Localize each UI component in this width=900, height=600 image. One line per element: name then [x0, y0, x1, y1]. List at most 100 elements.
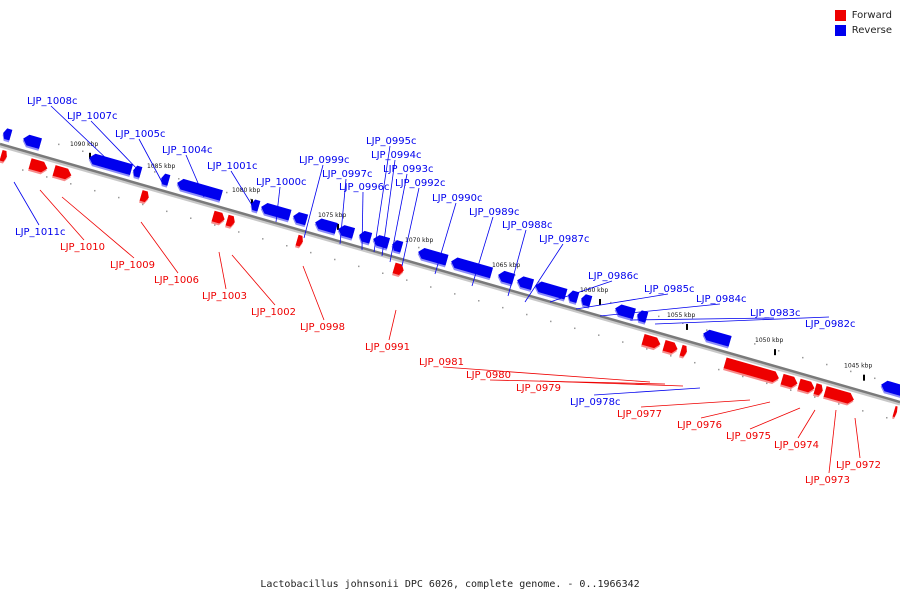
- gene-label[interactable]: LJP_1010: [60, 242, 105, 253]
- gene-leader-line: [381, 159, 396, 257]
- gene-leader-line: [39, 189, 85, 241]
- gene-label[interactable]: LJP_0972: [836, 460, 881, 471]
- reverse-gene-block: [337, 225, 356, 241]
- track-dot: [514, 274, 516, 276]
- gene-label[interactable]: LJP_0974: [774, 440, 819, 451]
- reverse-gene-block: [567, 290, 580, 305]
- track-dot: [622, 341, 624, 343]
- scale-tick-label: 1065 kbp: [492, 262, 520, 269]
- gene-label[interactable]: LJP_0994c: [371, 150, 422, 161]
- gene-label[interactable]: LJP_1005c: [115, 129, 166, 140]
- gene-label[interactable]: LJP_0984c: [696, 294, 747, 305]
- legend: Forward Reverse: [834, 8, 892, 38]
- gene-label[interactable]: LJP_0989c: [469, 207, 520, 218]
- track-dot: [250, 198, 252, 201]
- scale-tick-label: 1055 kbp: [667, 312, 695, 319]
- gene-label[interactable]: LJP_1003: [202, 291, 247, 302]
- track-dot: [790, 389, 792, 391]
- gene-label[interactable]: LJP_0992c: [395, 178, 446, 189]
- reverse-gene-block: [176, 178, 223, 203]
- forward-gene-block: [679, 344, 687, 359]
- gene-label[interactable]: LJP_0975: [726, 431, 771, 442]
- gene-label[interactable]: LJP_0978c: [570, 397, 621, 408]
- gene-label[interactable]: LJP_0983c: [750, 308, 801, 319]
- gene-label[interactable]: LJP_0991: [365, 342, 410, 353]
- gene-leader-line: [593, 387, 701, 396]
- reverse-gene-block: [614, 304, 636, 322]
- gene-leader-line: [401, 187, 420, 267]
- scale-tick-label: 1070 kbp: [405, 237, 433, 244]
- reverse-gene-block: [391, 240, 404, 255]
- gene-label[interactable]: LJP_0990c: [432, 193, 483, 204]
- gene-leader-line: [640, 399, 751, 408]
- track-dot: [610, 301, 612, 304]
- forward-gene-block: [641, 333, 661, 351]
- track-dot: [406, 279, 408, 281]
- gene-leader-line: [50, 105, 111, 163]
- gene-label[interactable]: LJP_0988c: [502, 220, 553, 231]
- gene-label[interactable]: LJP_1009: [110, 260, 155, 271]
- gene-label[interactable]: LJP_0979: [516, 383, 561, 394]
- gene-label[interactable]: LJP_0998: [300, 322, 345, 333]
- gene-label[interactable]: LJP_0981: [419, 357, 464, 368]
- track-dot: [454, 293, 456, 295]
- reverse-gene-block: [880, 380, 900, 398]
- gene-label[interactable]: LJP_1011c: [15, 227, 66, 238]
- gene-leader-line: [442, 366, 651, 383]
- legend-forward: Forward: [834, 8, 892, 23]
- track-dot: [778, 350, 780, 352]
- gene-label[interactable]: LJP_1001c: [207, 161, 258, 172]
- track-dot: [862, 410, 864, 412]
- forward-gene-block: [295, 234, 303, 249]
- gene-label[interactable]: LJP_0993c: [383, 164, 434, 175]
- track-dot: [46, 176, 48, 178]
- track-dot: [70, 183, 72, 185]
- track-dot: [814, 396, 816, 398]
- gene-leader-line: [361, 191, 364, 251]
- reverse-gene-block: [417, 248, 449, 268]
- gene-label[interactable]: LJP_0997c: [322, 169, 373, 180]
- gene-label[interactable]: LJP_0996c: [339, 182, 390, 193]
- track-dot: [358, 265, 360, 268]
- forward-gene-block: [211, 210, 225, 226]
- gene-leader-line: [303, 164, 324, 239]
- gene-label[interactable]: LJP_1004c: [162, 145, 213, 156]
- forward-gene-block: [52, 165, 72, 182]
- forward-gene-block: [139, 190, 149, 205]
- gene-label[interactable]: LJP_1000c: [256, 177, 307, 188]
- gene-leader-line: [599, 303, 721, 317]
- gene-leader-line: [138, 138, 163, 183]
- gene-leader-line: [90, 120, 141, 173]
- gene-label[interactable]: LJP_0973: [805, 475, 850, 486]
- gene-leader-line: [218, 251, 227, 290]
- reverse-gene-block: [580, 294, 593, 309]
- gene-label[interactable]: LJP_1002: [251, 307, 296, 318]
- track-dot: [646, 348, 648, 350]
- gene-label[interactable]: LJP_0976: [677, 420, 722, 431]
- gene-label[interactable]: LJP_0999c: [299, 155, 350, 166]
- gene-leader-line: [524, 243, 564, 303]
- gene-leader-line: [230, 170, 256, 211]
- gene-leader-line: [654, 316, 830, 325]
- gene-label[interactable]: LJP_0985c: [644, 284, 695, 295]
- gene-label[interactable]: LJP_0980: [466, 370, 511, 381]
- gene-leader-line: [749, 407, 801, 430]
- gene-label[interactable]: LJP_1008c: [27, 96, 78, 107]
- gene-label[interactable]: LJP_0982c: [805, 319, 856, 330]
- gene-label[interactable]: LJP_0986c: [588, 271, 639, 282]
- genome-backbone: [0, 142, 900, 404]
- scale-tick-label: 1075 kbp: [318, 212, 346, 219]
- forward-gene-block: [892, 405, 898, 419]
- legend-reverse: Reverse: [834, 23, 892, 38]
- forward-gene-block: [813, 383, 823, 398]
- gene-label[interactable]: LJP_0977: [617, 409, 662, 420]
- gene-leader-line: [575, 293, 669, 310]
- gene-leader-line: [13, 181, 40, 226]
- gene-label[interactable]: LJP_1007c: [67, 111, 118, 122]
- gene-label[interactable]: LJP_0995c: [366, 136, 417, 147]
- gene-label[interactable]: LJP_0987c: [539, 234, 590, 245]
- gene-leader-line: [231, 254, 276, 306]
- gene-label[interactable]: LJP_1006: [154, 275, 199, 286]
- track-dot: [718, 368, 720, 371]
